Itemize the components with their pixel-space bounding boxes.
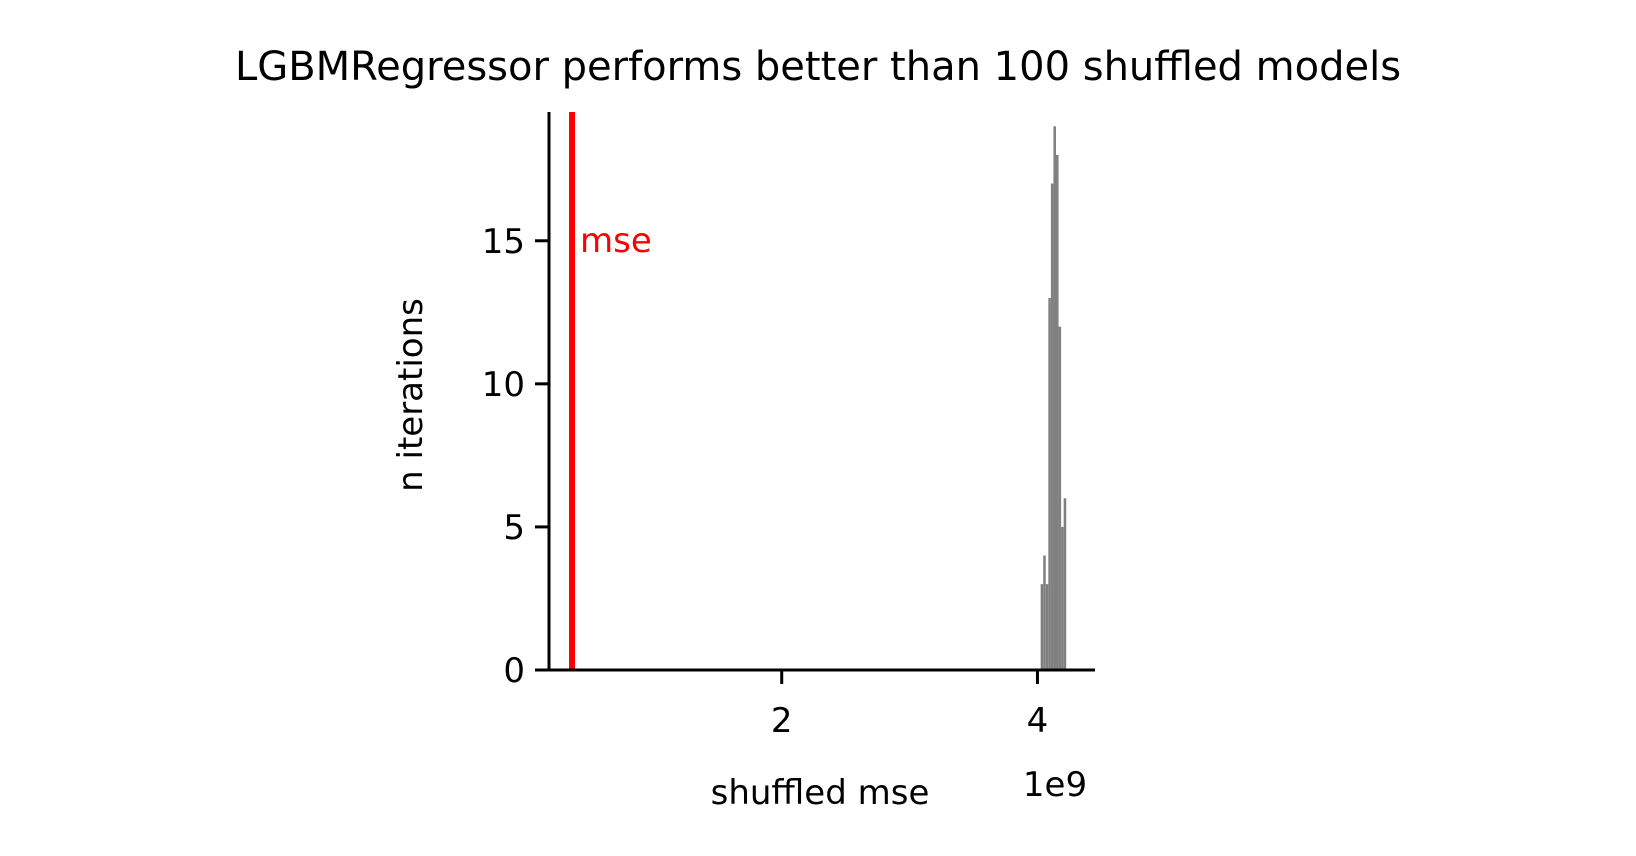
histogram-bar-4 bbox=[1050, 183, 1054, 671]
histogram-bar-8 bbox=[1061, 526, 1064, 670]
y-tick-label-1: 5 bbox=[503, 508, 525, 548]
x-tick-label-1: 4 bbox=[1027, 701, 1049, 741]
histogram-bar-6 bbox=[1056, 154, 1059, 670]
histogram-bars bbox=[1040, 126, 1067, 671]
histogram-bar-1 bbox=[1043, 555, 1046, 670]
histogram-bar-9 bbox=[1063, 498, 1067, 670]
histogram-bar-0 bbox=[1040, 584, 1044, 670]
reference-line-label: mse bbox=[580, 221, 652, 261]
histogram-bar-3 bbox=[1048, 298, 1051, 670]
histogram-bar-2 bbox=[1045, 584, 1049, 670]
x-axis-label: shuffled mse bbox=[711, 773, 930, 813]
chart-title: LGBMRegressor performs better than 100 s… bbox=[235, 44, 1401, 90]
histogram-bar-5 bbox=[1053, 126, 1056, 671]
y-axis-label: n iterations bbox=[391, 298, 431, 492]
y-tick-label-0: 0 bbox=[503, 651, 525, 691]
y-tick-label-2: 10 bbox=[482, 365, 525, 405]
axes: 0 5 10 15 2 4 bbox=[482, 112, 1095, 741]
x-tick-label-0: 2 bbox=[771, 701, 793, 741]
reference-line-group: mse bbox=[569, 112, 652, 670]
histogram-bar-7 bbox=[1058, 326, 1062, 670]
y-tick-label-3: 15 bbox=[482, 222, 525, 262]
x-axis-offset-label: 1e9 bbox=[1023, 765, 1087, 805]
